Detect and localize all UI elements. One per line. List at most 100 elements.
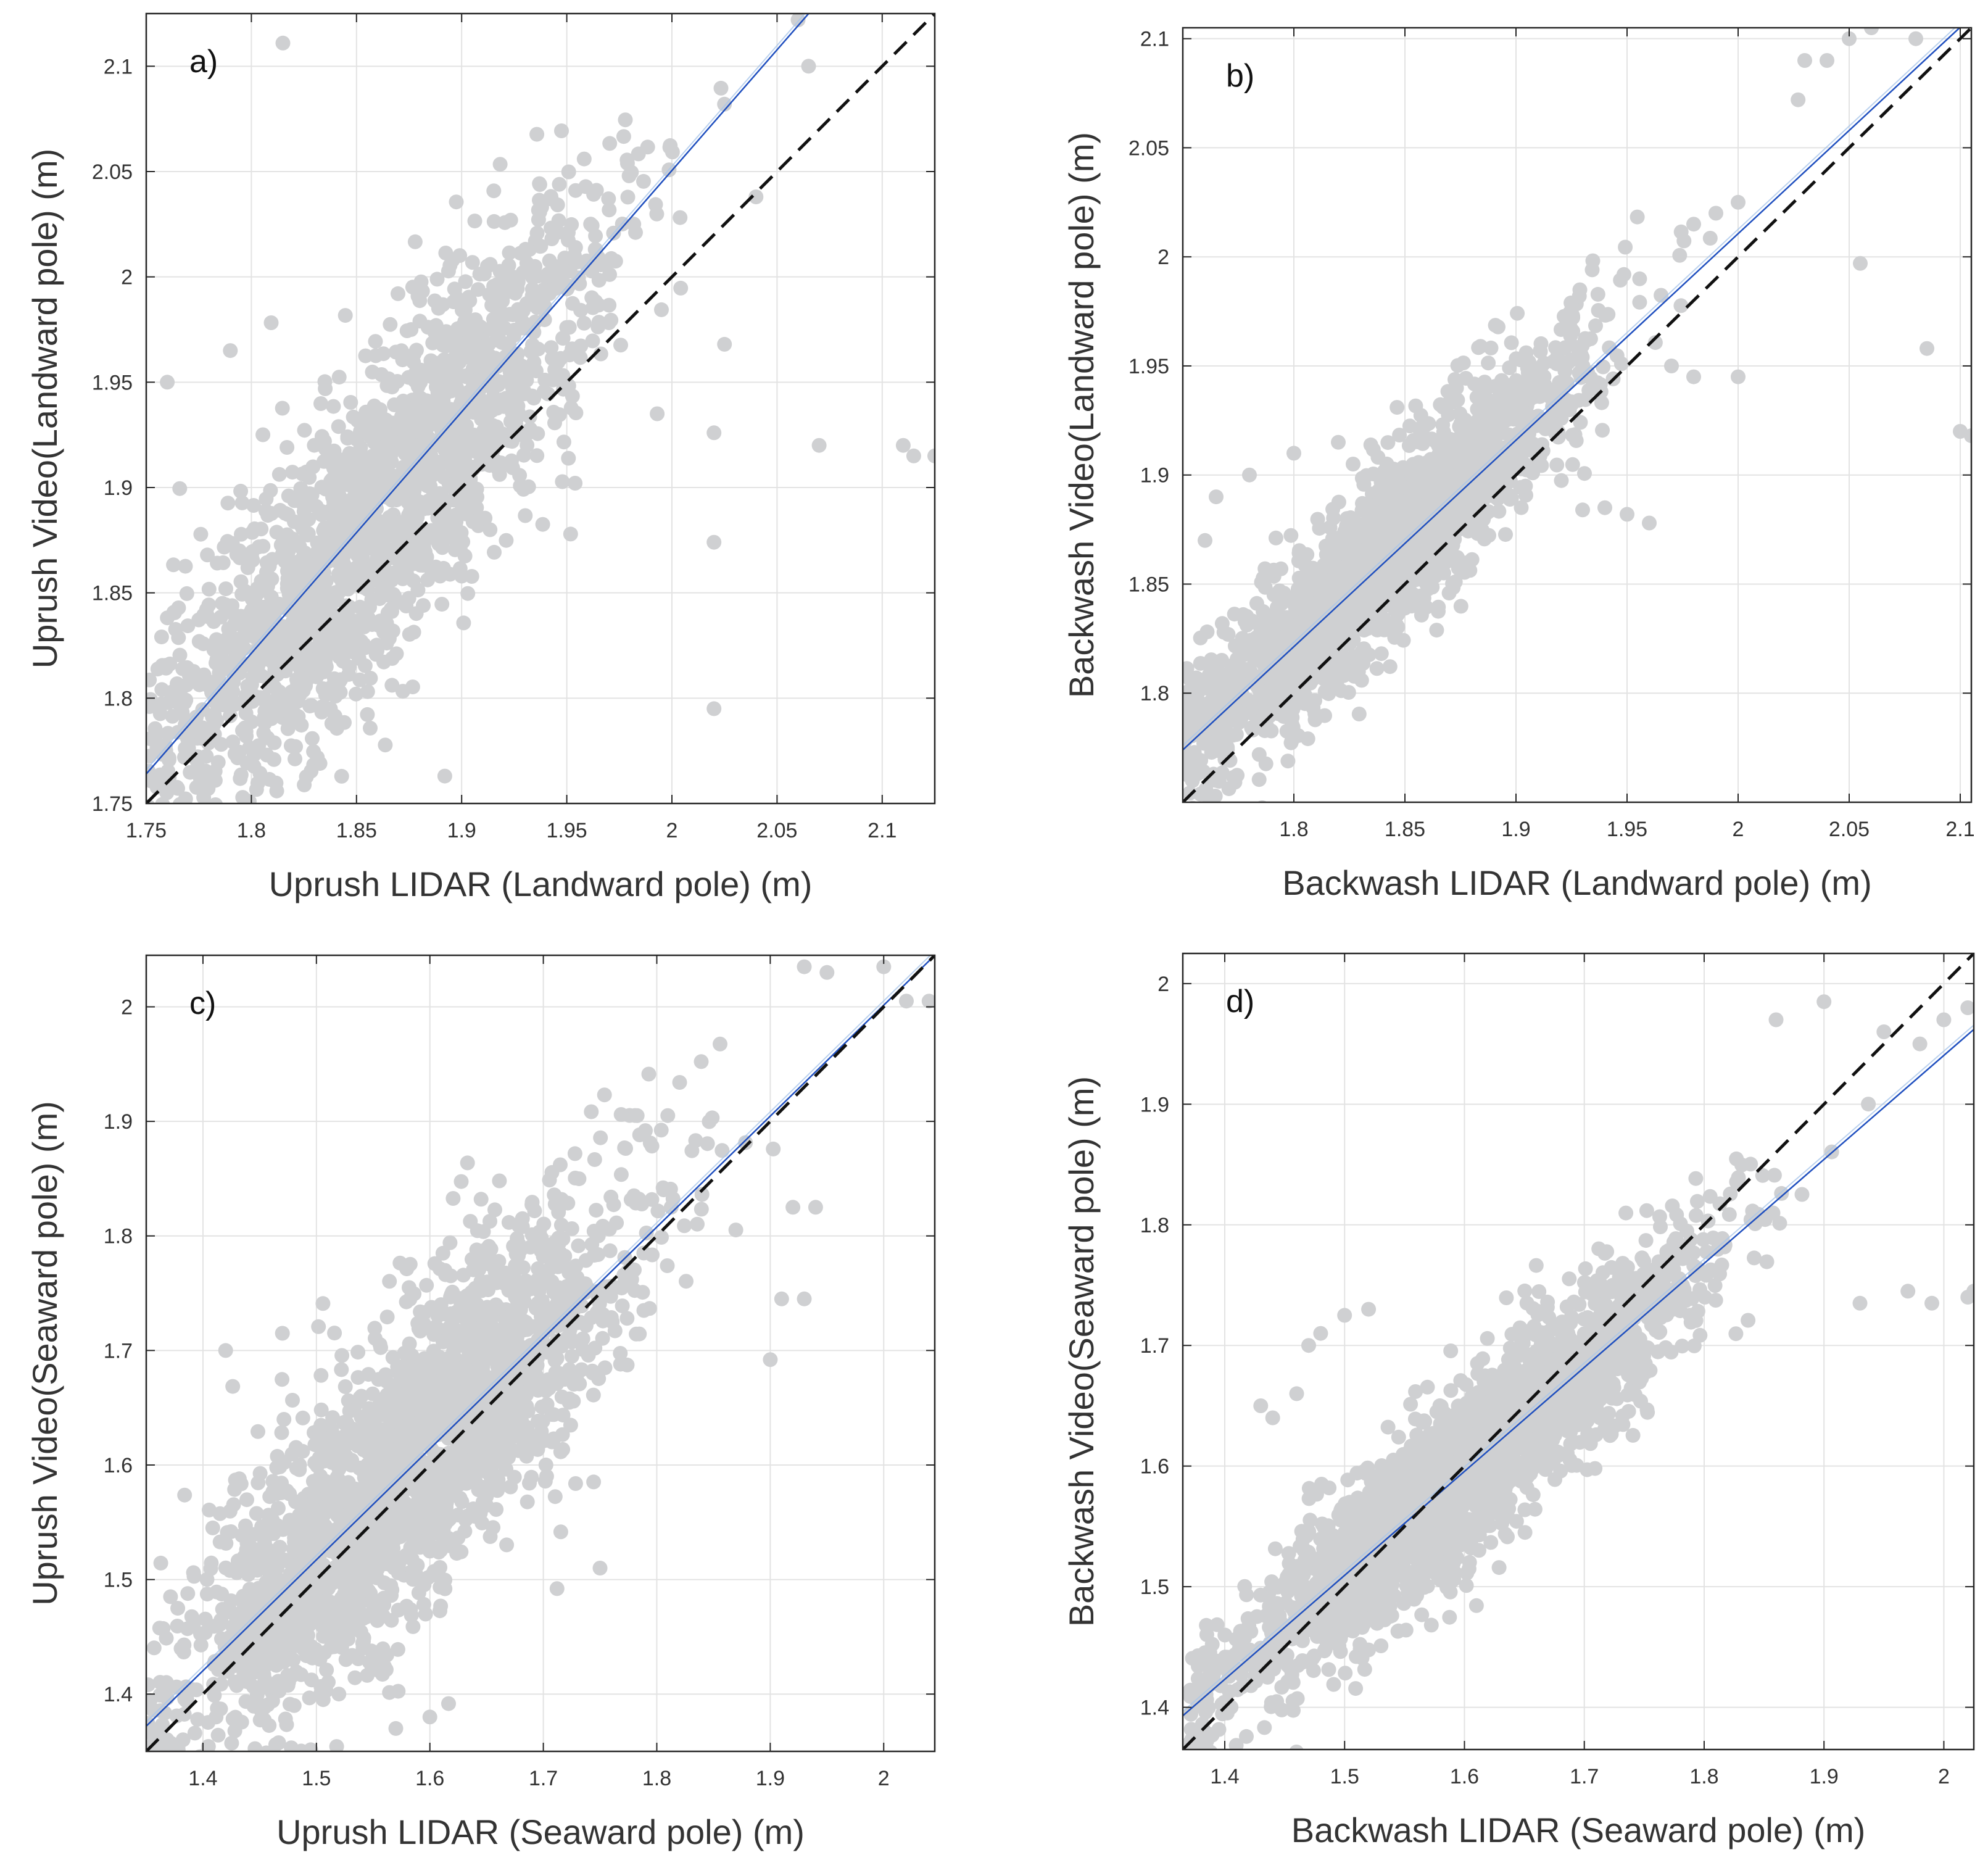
data-point (250, 581, 265, 596)
data-point (465, 569, 479, 584)
data-point (486, 390, 500, 405)
data-point (1283, 528, 1298, 543)
data-point (547, 362, 562, 377)
x-tick-label: 1.8 (237, 819, 266, 842)
data-point (1199, 734, 1214, 749)
data-point (618, 112, 633, 127)
data-point (1383, 659, 1398, 674)
data-point (429, 455, 444, 470)
data-point (1673, 298, 1688, 313)
data-point (142, 699, 157, 714)
x-tick-label: 2.05 (756, 819, 797, 842)
data-point (714, 81, 729, 96)
data-point (200, 547, 215, 562)
data-point (326, 631, 341, 646)
data-point (1504, 335, 1519, 350)
data-point (1572, 289, 1587, 304)
data-point (525, 270, 540, 284)
data-point (201, 807, 215, 821)
data-point (1446, 580, 1460, 595)
data-point (568, 1476, 583, 1491)
data-point (323, 702, 338, 716)
data-point (1183, 712, 1198, 727)
data-point (379, 378, 394, 393)
data-point (1580, 333, 1594, 347)
data-point (1267, 563, 1282, 578)
data-point (340, 430, 355, 444)
data-point (306, 744, 321, 759)
data-point (1676, 233, 1691, 248)
data-point (590, 320, 605, 334)
data-point (1563, 328, 1578, 343)
data-point (1345, 542, 1360, 557)
data-point (193, 771, 208, 786)
data-point (505, 412, 520, 427)
data-point (1286, 446, 1301, 460)
data-point (294, 718, 309, 733)
data-point (272, 684, 287, 699)
data-point (268, 776, 283, 791)
data-point (346, 410, 361, 425)
data-point (420, 573, 435, 587)
data-point (382, 631, 397, 646)
data-point (280, 440, 294, 455)
data-point (530, 226, 545, 241)
data-point (367, 399, 382, 413)
data-point (602, 202, 616, 217)
y-axis-label: Backwash Video(Landward pole) (m) (1062, 132, 1101, 698)
data-point (521, 479, 536, 494)
data-point (172, 481, 187, 496)
data-point (362, 412, 377, 426)
data-point (235, 496, 250, 510)
data-point (660, 1258, 675, 1273)
data-point (297, 423, 312, 438)
y-tick-label: 1.9 (1140, 464, 1169, 488)
data-point (375, 455, 390, 470)
data-point (1664, 359, 1679, 373)
data-point (232, 544, 247, 558)
data-point (186, 826, 201, 841)
data-point (376, 346, 391, 361)
data-point (353, 449, 368, 464)
data-point (466, 428, 481, 442)
data-point (193, 805, 208, 820)
y-tick-label: 1.9 (104, 476, 133, 500)
data-point (1388, 496, 1402, 511)
data-point (729, 1223, 743, 1237)
data-point (168, 858, 183, 873)
data-point (398, 446, 413, 461)
data-point (495, 289, 510, 304)
data-point (329, 721, 344, 736)
data-point (1510, 306, 1525, 321)
data-point (1797, 53, 1812, 68)
data-point (216, 555, 231, 570)
data-point (332, 370, 347, 384)
data-point (342, 660, 357, 675)
data-point (1443, 513, 1457, 528)
data-point (1207, 811, 1222, 826)
data-point (567, 248, 582, 263)
data-point (588, 294, 603, 309)
data-point (1449, 381, 1464, 396)
data-point (160, 658, 175, 673)
data-point (1471, 340, 1486, 355)
data-point (419, 550, 434, 565)
data-point (1538, 421, 1553, 436)
data-point (226, 876, 241, 891)
data-point (552, 214, 566, 228)
data-point (223, 343, 238, 358)
y-tick-label: 2.05 (92, 160, 133, 184)
data-point (1429, 623, 1444, 637)
data-point (155, 866, 170, 881)
data-point (1613, 273, 1628, 288)
data-point (326, 399, 341, 414)
data-point (196, 608, 211, 623)
data-point (1402, 418, 1417, 433)
data-point (155, 861, 170, 876)
data-point (1591, 287, 1605, 302)
data-point (416, 598, 431, 613)
data-point (673, 210, 687, 225)
y-tick-label: 1.85 (92, 582, 133, 605)
x-axis-label: Backwash LIDAR (Landward pole) (m) (1282, 863, 1871, 902)
data-point (238, 721, 252, 736)
